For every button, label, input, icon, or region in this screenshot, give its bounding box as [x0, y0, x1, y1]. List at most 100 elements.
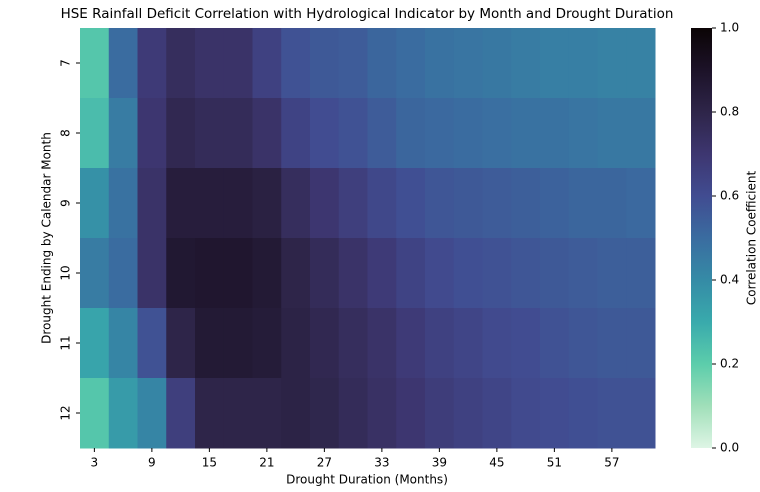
heatmap-cell: [597, 98, 627, 169]
heatmap-cell: [108, 308, 138, 379]
heatmap-cell: [482, 378, 512, 449]
heatmap-cell: [281, 378, 311, 449]
heatmap-cell: [568, 378, 598, 449]
heatmap-cell: [396, 308, 426, 379]
heatmap-cell: [511, 308, 541, 379]
heatmap-cell: [252, 308, 282, 379]
heatmap-cell: [597, 28, 627, 99]
heatmap-cell: [310, 168, 340, 239]
x-tick-label: 3: [91, 456, 99, 470]
heatmap-cell: [425, 378, 455, 449]
heatmap-cell: [540, 378, 570, 449]
heatmap-cell: [540, 308, 570, 379]
heatmap-cell: [425, 168, 455, 239]
heatmap-cell: [195, 308, 225, 379]
heatmap-cell: [396, 98, 426, 169]
heatmap-cell: [597, 378, 627, 449]
heatmap-cell: [338, 308, 368, 379]
x-axis-title: Drought Duration (Months): [286, 473, 448, 487]
heatmap-cell: [396, 168, 426, 239]
heatmap-cell: [540, 238, 570, 309]
heatmap-cell: [166, 28, 196, 99]
heatmap-cell: [108, 168, 138, 239]
heatmap-cell: [166, 168, 196, 239]
heatmap-cell: [511, 98, 541, 169]
heatmap-cell: [626, 238, 656, 309]
heatmap-cell: [367, 378, 397, 449]
heatmap-cell: [453, 378, 483, 449]
heatmap-cell: [281, 238, 311, 309]
heatmap-cell: [80, 308, 110, 379]
colorbar-tick-label: 0.2: [720, 357, 739, 371]
heatmap-cell: [511, 28, 541, 99]
heatmap-cell: [223, 98, 253, 169]
heatmap-cell: [367, 168, 397, 239]
heatmap-cell: [108, 98, 138, 169]
heatmap-cell: [367, 28, 397, 99]
heatmap-cell: [511, 238, 541, 309]
heatmap-cell: [80, 238, 110, 309]
heatmap-cell: [108, 378, 138, 449]
heatmap-cell: [482, 28, 512, 99]
heatmap-cell: [367, 308, 397, 379]
heatmap-cell: [80, 378, 110, 449]
heatmap-cell: [338, 168, 368, 239]
heatmap-cell: [281, 28, 311, 99]
heatmap-cell: [338, 28, 368, 99]
heatmap-cell: [166, 98, 196, 169]
heatmap-cell: [223, 308, 253, 379]
heatmap-cell: [482, 98, 512, 169]
heatmap-cell: [482, 238, 512, 309]
heatmap-cell: [597, 308, 627, 379]
heatmap-cell: [568, 98, 598, 169]
heatmap-cell: [540, 28, 570, 99]
heatmap-cell: [453, 238, 483, 309]
heatmap-cell: [80, 28, 110, 99]
heatmap-cell: [195, 98, 225, 169]
x-tick-label: 51: [547, 456, 562, 470]
heatmap-cell: [137, 168, 167, 239]
heatmap-cell: [626, 98, 656, 169]
heatmap-cell: [195, 238, 225, 309]
heatmap-cell: [310, 238, 340, 309]
heatmap-cell: [166, 378, 196, 449]
colorbar-title: Correlation Coefficient: [745, 171, 759, 306]
y-tick-label: 10: [59, 265, 73, 280]
heatmap-cell: [252, 378, 282, 449]
heatmap-cell: [281, 168, 311, 239]
heatmap-cell: [281, 98, 311, 169]
y-tick-label: 11: [59, 335, 73, 350]
heatmap-cell: [511, 378, 541, 449]
heatmap-cell: [166, 238, 196, 309]
heatmap-cell: [195, 28, 225, 99]
heatmap-cell: [626, 378, 656, 449]
heatmap-cell: [396, 28, 426, 99]
heatmap-cell: [453, 308, 483, 379]
colorbar-tick-label: 0.6: [720, 189, 739, 203]
heatmap-cell: [108, 28, 138, 99]
heatmap-cell: [137, 378, 167, 449]
heatmap-cell: [482, 308, 512, 379]
heatmap-cell: [338, 378, 368, 449]
heatmap-cell: [425, 238, 455, 309]
heatmap-cell: [223, 238, 253, 309]
colorbar-tick-label: 0.0: [720, 441, 739, 455]
y-axis-title: Drought Ending by Calendar Month: [40, 132, 54, 344]
y-tick-label: 9: [59, 199, 73, 207]
heatmap-cell: [137, 28, 167, 99]
heatmap-cell: [540, 168, 570, 239]
heatmap-cell: [252, 238, 282, 309]
x-tick-label: 45: [489, 456, 504, 470]
heatmap-cell: [396, 378, 426, 449]
heatmap-cell: [396, 238, 426, 309]
y-tick-label: 12: [59, 405, 73, 420]
heatmap-cell: [137, 238, 167, 309]
heatmap-cell: [223, 168, 253, 239]
heatmap-cell: [137, 98, 167, 169]
heatmap-cell: [252, 168, 282, 239]
heatmap-cell: [80, 98, 110, 169]
heatmap-cell: [367, 238, 397, 309]
heatmap-cell: [223, 378, 253, 449]
